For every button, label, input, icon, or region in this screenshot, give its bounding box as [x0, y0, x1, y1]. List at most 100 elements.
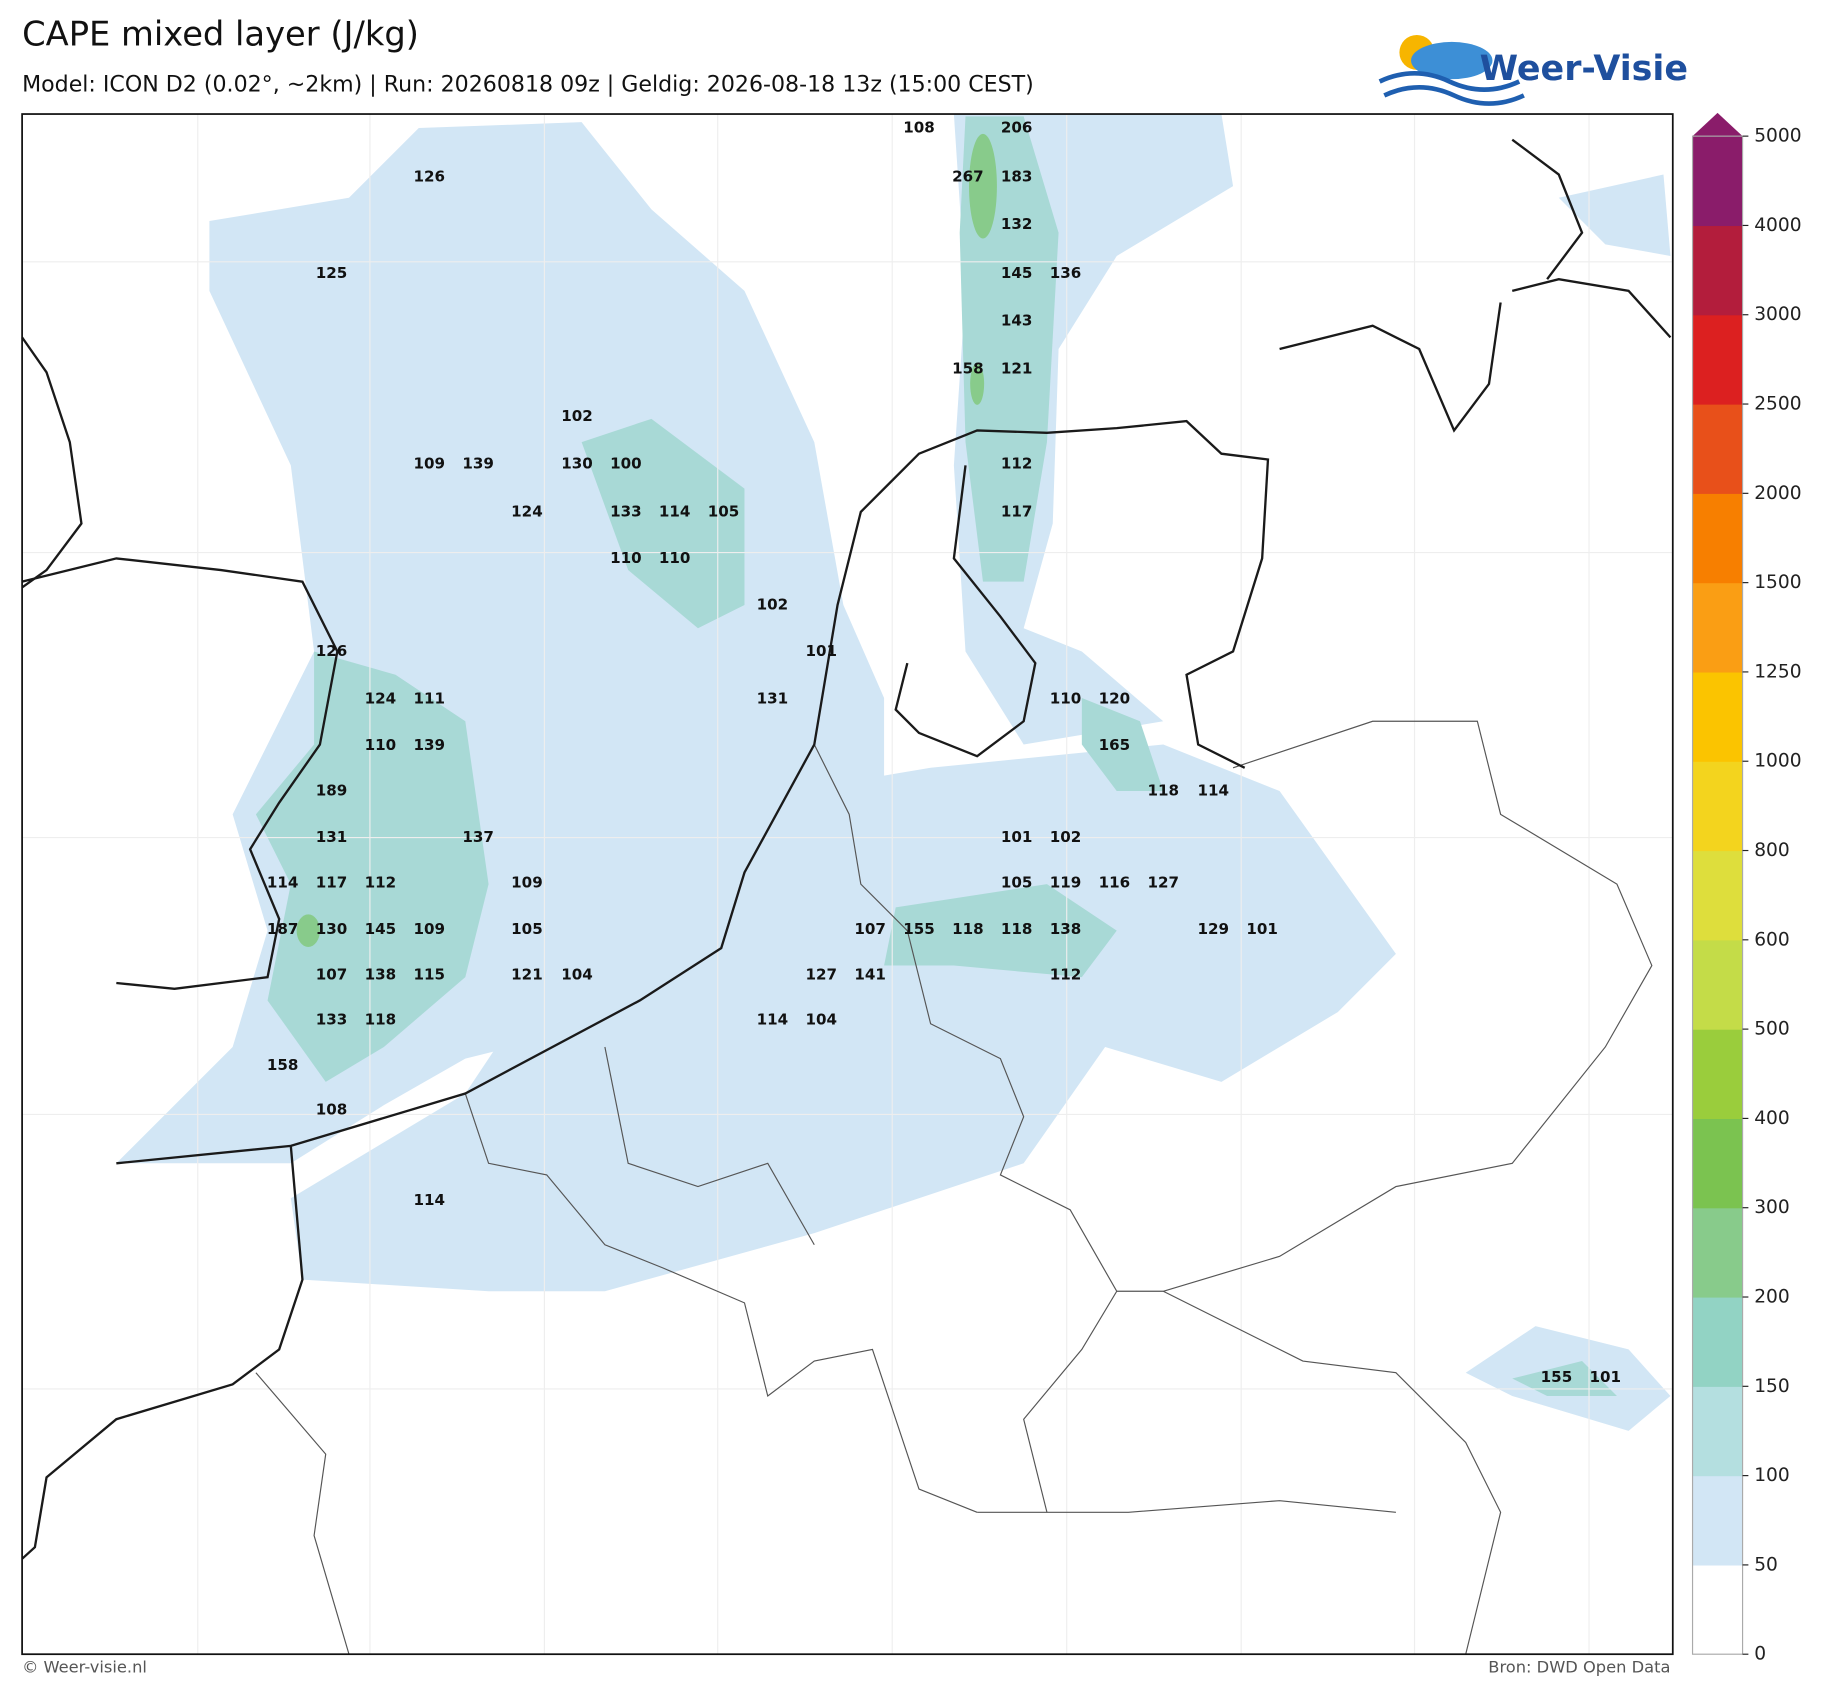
cape-label: 124	[511, 502, 543, 520]
cape-label: 102	[1050, 828, 1082, 846]
cape-label: 119	[1050, 873, 1082, 891]
colorbar-extend	[1692, 112, 1743, 137]
cape-label: 141	[854, 965, 886, 983]
cape-label: 120	[1099, 690, 1131, 708]
colorbar-tick-label: 500	[1754, 1019, 1790, 1040]
colorbar-tick-label: 400	[1754, 1108, 1790, 1129]
cape-label: 187	[267, 920, 299, 938]
cape-label: 118	[952, 920, 984, 938]
colorbar-tick-label: 2000	[1754, 483, 1801, 504]
colorbar-tick-label: 800	[1754, 840, 1790, 861]
cape-label: 101	[1246, 920, 1278, 938]
logo-text: Weer-Visie	[1480, 49, 1688, 89]
cape-label: 108	[316, 1100, 348, 1118]
colorbar-tick-label: 1000	[1754, 751, 1801, 772]
cape-label: 165	[1099, 736, 1131, 754]
cape-label: 107	[854, 920, 886, 938]
colorbar-segment	[1692, 225, 1743, 316]
colorbar-segment	[1692, 939, 1743, 1030]
cape-label: 143	[1001, 312, 1033, 330]
cape-label: 132	[1001, 215, 1033, 233]
colorbar-tick-label: 50	[1754, 1554, 1778, 1575]
colorbar-segment	[1692, 136, 1743, 227]
cape-label: 112	[365, 873, 397, 891]
cape-label: 117	[1001, 502, 1033, 520]
coastline	[21, 138, 1672, 1560]
cape-label: 121	[1001, 359, 1033, 377]
cape-label: 114	[1198, 782, 1230, 800]
cape-label: 127	[805, 965, 837, 983]
cape-label: 109	[511, 873, 543, 891]
cape-label: 158	[267, 1056, 299, 1074]
colorbar-segment	[1692, 582, 1743, 673]
cape-label: 114	[659, 502, 691, 520]
cape-label: 100	[610, 455, 642, 473]
colorbar-segment	[1692, 493, 1743, 584]
cape-high	[296, 133, 997, 947]
subtitle: Model: ICON D2 (0.02°, ~2km) | Run: 2026…	[22, 71, 1034, 97]
cape-label: 117	[316, 873, 348, 891]
cape-label: 101	[805, 642, 837, 660]
cape-label: 114	[267, 873, 299, 891]
cape-label: 131	[757, 690, 789, 708]
colorbar-segment	[1692, 1564, 1743, 1655]
cape-label: 145	[365, 920, 397, 938]
cape-label: 138	[1050, 920, 1082, 938]
colorbar-tick-label: 1250	[1754, 661, 1801, 682]
cape-label: 109	[413, 920, 445, 938]
cape-label: 104	[561, 965, 593, 983]
colorbar-tick-label: 5000	[1754, 126, 1801, 147]
map: 108 206 126 267 183 132 125 145 136 143 158 121 102 1…	[21, 113, 1674, 1656]
title: CAPE mixed layer (J/kg)	[22, 15, 419, 54]
cape-label: 101	[1001, 828, 1033, 846]
colorbar-tick-label: 100	[1754, 1465, 1790, 1486]
footer-right: Bron: DWD Open Data	[1488, 1658, 1670, 1677]
cape-label: 102	[561, 407, 593, 425]
colorbar-segment	[1692, 761, 1743, 852]
colorbar-segment	[1692, 404, 1743, 494]
cape-label: 121	[511, 965, 543, 983]
cape-label: 102	[757, 595, 789, 613]
colorbar-frame	[1691, 135, 1744, 1655]
cape-label: 107	[316, 965, 348, 983]
cape-label: 109	[413, 455, 445, 473]
colorbar-segment	[1692, 850, 1743, 941]
colorbar-segment	[1692, 1475, 1743, 1566]
cape-label: 155	[1541, 1368, 1573, 1386]
colorbar-segment	[1692, 1029, 1743, 1119]
graticule	[22, 114, 1673, 1655]
cape-label: 158	[952, 359, 984, 377]
cape-label: 105	[1001, 873, 1033, 891]
colorbar-tick-label: 200	[1754, 1287, 1790, 1308]
colorbar-tick-label: 150	[1754, 1376, 1790, 1397]
colorbar-segment	[1692, 1386, 1743, 1477]
cape-label: 114	[757, 1011, 789, 1029]
cape-label: 114	[413, 1191, 445, 1209]
cape-label: 130	[561, 455, 593, 473]
cape-label: 110	[365, 736, 397, 754]
cape-label: 138	[365, 965, 397, 983]
cape-label: 129	[1198, 920, 1230, 938]
colorbar-tick-label: 4000	[1754, 215, 1801, 236]
cape-label: 206	[1001, 119, 1033, 137]
logo: Weer-Visie	[1378, 34, 1688, 106]
cape-label: 145	[1001, 264, 1033, 282]
colorbar: 0 50 100 150 200 300 400 500 600 800 1000 1250 1500 2…	[1691, 112, 1802, 1665]
cape-label: 118	[365, 1011, 397, 1029]
colorbar-tick-label: 0	[1754, 1644, 1766, 1665]
cape-label: 104	[805, 1011, 837, 1029]
colorbar-segment	[1692, 314, 1743, 405]
cape-label: 115	[413, 965, 445, 983]
cape-label: 139	[462, 455, 494, 473]
colorbar-tick-label: 3000	[1754, 304, 1801, 325]
colorbar-segment	[1692, 1118, 1743, 1209]
cape-label: 111	[413, 690, 445, 708]
cape-label: 183	[1001, 167, 1033, 185]
colorbar-tick-label: 600	[1754, 929, 1790, 950]
cape-label: 133	[610, 502, 642, 520]
colorbar-tick-label: 1500	[1754, 572, 1801, 593]
cape-label: 118	[1147, 782, 1179, 800]
cape-label: 136	[1050, 264, 1082, 282]
